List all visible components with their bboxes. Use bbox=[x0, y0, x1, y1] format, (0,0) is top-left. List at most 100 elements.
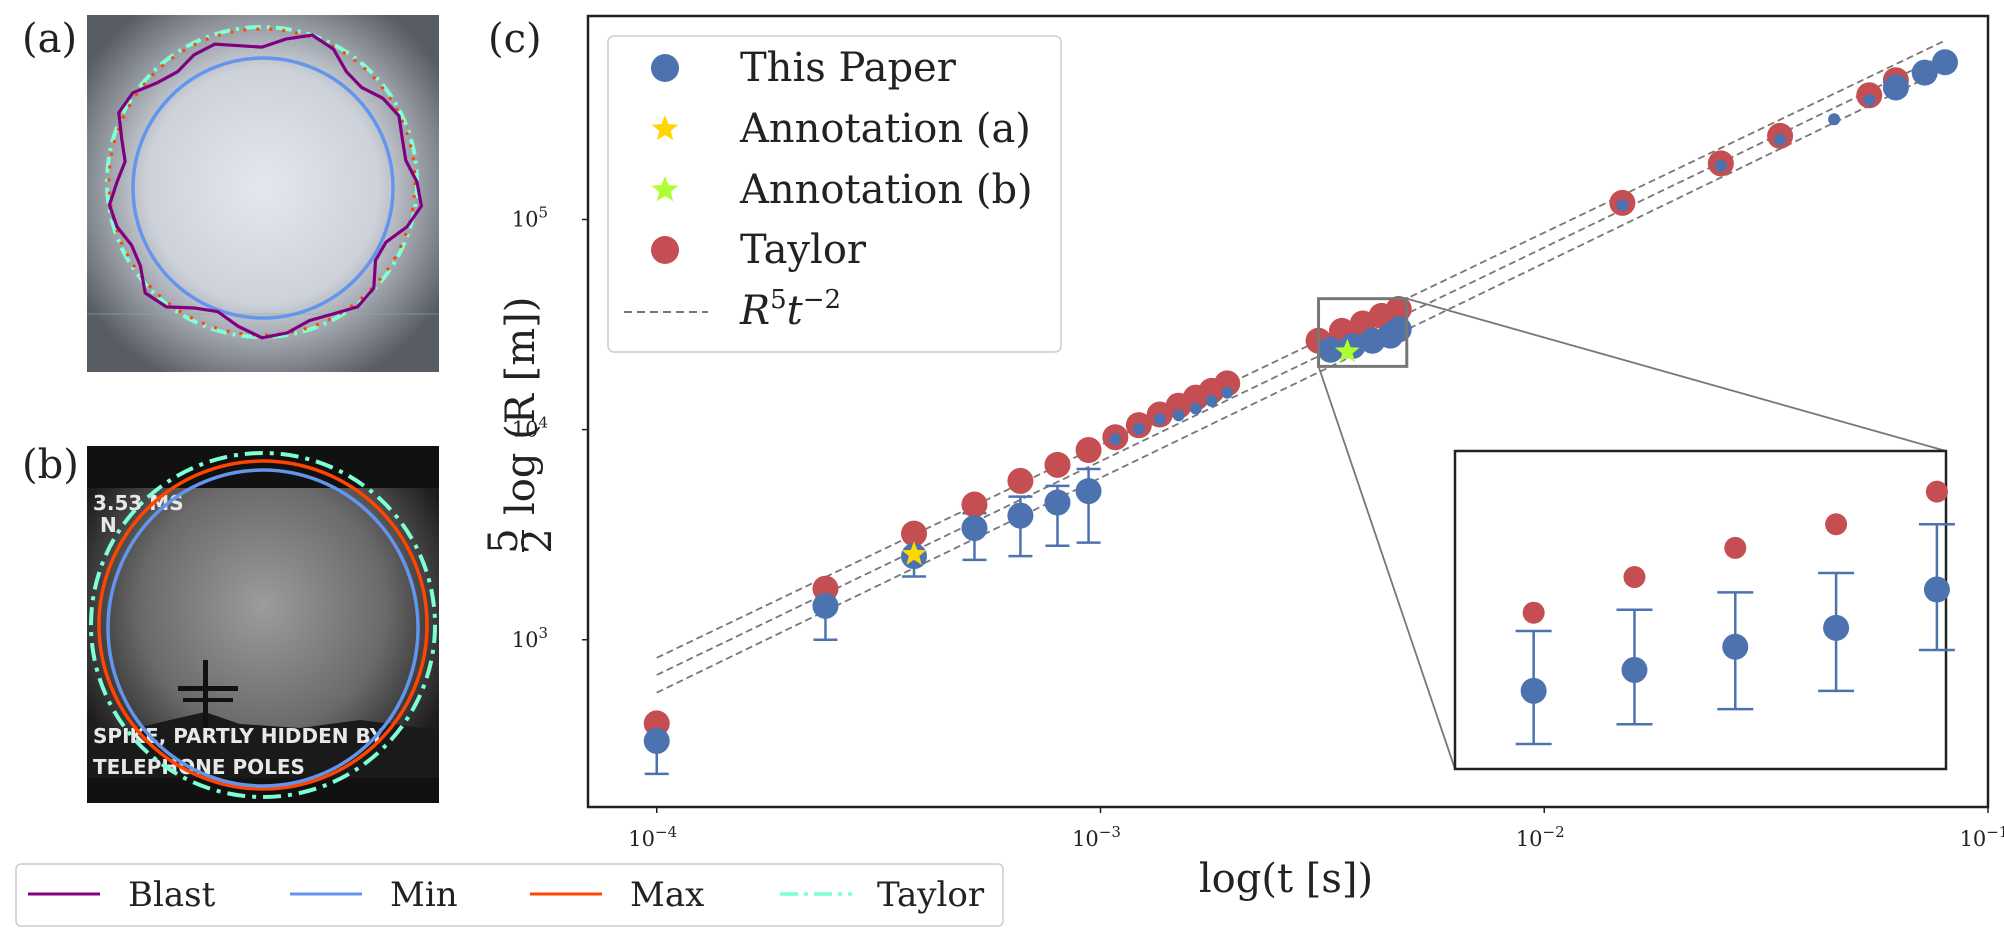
legend-blast-label: Blast bbox=[128, 875, 216, 915]
this-paper-point bbox=[961, 515, 988, 542]
legend-taylor-label: Taylor bbox=[877, 875, 985, 915]
taylor-point bbox=[1385, 296, 1412, 323]
bottom-legend-frame bbox=[15, 863, 1004, 927]
x-tick-label: 10−3 bbox=[1072, 823, 1121, 851]
this-paper-point bbox=[1172, 409, 1185, 422]
annotation-a-star bbox=[901, 541, 927, 565]
this-paper-point bbox=[1132, 422, 1145, 435]
fit-line bbox=[656, 39, 1946, 659]
y-tick-exp: 4 bbox=[538, 414, 548, 432]
max-circle-a bbox=[107, 27, 417, 337]
x-tick-exp: −4 bbox=[655, 823, 677, 841]
fit-line bbox=[656, 68, 1946, 694]
y-axis-title: 5 2 log (R [m]) bbox=[481, 297, 561, 554]
this-paper-point bbox=[1714, 159, 1727, 172]
zoom-indicator bbox=[1317, 297, 1947, 770]
chart-legend-frame bbox=[607, 35, 1062, 353]
annotation-stars bbox=[901, 338, 1360, 565]
inset-taylor-point bbox=[1623, 566, 1646, 589]
this-paper-point bbox=[1828, 113, 1841, 126]
taylor-point bbox=[901, 520, 928, 547]
y-axis-frac-den: 2 bbox=[515, 528, 561, 553]
y-tick-label: 103 bbox=[512, 624, 548, 652]
legend-fit-label-r: R bbox=[739, 288, 770, 334]
y-tick-exp: 5 bbox=[538, 204, 548, 222]
y-axis-frac-num: 5 bbox=[481, 528, 527, 553]
annotation-b-star bbox=[1335, 338, 1360, 363]
inset-taylor-point bbox=[1825, 513, 1848, 536]
inset-this-paper-point bbox=[1520, 677, 1547, 704]
this-paper-point bbox=[1931, 49, 1958, 76]
this-paper-point bbox=[1385, 316, 1412, 343]
bottom-legend: Blast Min Max Taylor bbox=[15, 863, 1004, 927]
taylor-point bbox=[961, 491, 988, 518]
legend-this-paper-label: This Paper bbox=[740, 45, 957, 91]
inset-taylor-point bbox=[1724, 536, 1747, 559]
photo-b-north-label: N bbox=[100, 513, 117, 537]
this-paper-point bbox=[1317, 336, 1344, 363]
legend-min-label: Min bbox=[390, 875, 458, 915]
taylor-circle-b bbox=[89, 451, 437, 799]
y-tick-label: 104 bbox=[512, 414, 548, 442]
inset-this-paper-point bbox=[1923, 576, 1950, 603]
x-tick-label: 10−1 bbox=[1960, 823, 2004, 851]
legend-fit-label-exp5: 5 bbox=[770, 285, 787, 315]
x-tick-label: 10−4 bbox=[628, 823, 677, 851]
legend-annotation-b-marker bbox=[651, 176, 679, 202]
legend-this-paper-marker bbox=[651, 54, 679, 82]
this-paper-point bbox=[1863, 94, 1876, 107]
this-paper-point bbox=[1109, 433, 1122, 446]
y-tick-base: 10 bbox=[512, 628, 539, 652]
x-tick-label: 10−2 bbox=[1516, 823, 1565, 851]
x-tick-base: 10 bbox=[1072, 827, 1099, 851]
legend-fit-label-exp2: −2 bbox=[803, 285, 841, 315]
chart-legend: This Paper Annotation (a) Annotation (b)… bbox=[607, 35, 1062, 353]
legend-taylor-label-c: Taylor bbox=[740, 227, 867, 273]
x-tick-exp: −3 bbox=[1099, 823, 1121, 841]
this-paper-point bbox=[1221, 386, 1234, 399]
x-tick-exp: −2 bbox=[1543, 823, 1565, 841]
inset-taylor-point bbox=[1925, 480, 1948, 503]
taylor-point bbox=[1214, 370, 1241, 397]
x-axis-title: log(t [s]) bbox=[1199, 856, 1373, 902]
zoom-connector bbox=[1406, 297, 1947, 452]
legend-taylor-marker bbox=[651, 236, 679, 264]
this-paper-point bbox=[643, 727, 670, 754]
this-paper-point bbox=[1075, 478, 1102, 505]
min-circle-b bbox=[106, 468, 420, 788]
this-paper-point bbox=[1616, 199, 1629, 212]
this-paper-point bbox=[1774, 133, 1787, 146]
inset-this-paper-point bbox=[1823, 614, 1850, 641]
zoom-rectangle bbox=[1317, 297, 1409, 368]
inset-this-paper-point bbox=[1621, 656, 1648, 683]
taylor-point bbox=[1075, 436, 1102, 463]
y-tick-exp: 3 bbox=[538, 624, 548, 642]
inset-this-paper-point bbox=[1722, 633, 1749, 660]
taylor-point bbox=[1007, 467, 1034, 494]
legend-annotation-a-marker bbox=[651, 115, 679, 141]
zoom-inset bbox=[1453, 449, 1955, 771]
panel-c-label: (c) bbox=[488, 16, 542, 62]
x-ticks: 10−4 10−3 10−2 10−1 bbox=[628, 807, 2004, 851]
this-paper-point bbox=[1044, 489, 1071, 516]
x-tick-exp: −1 bbox=[1986, 823, 2004, 841]
x-tick-base: 10 bbox=[1960, 827, 1987, 851]
photo-a-background bbox=[87, 15, 439, 372]
this-paper-point bbox=[1882, 74, 1909, 101]
inset-marks bbox=[1515, 480, 1955, 746]
y-tick-label: 105 bbox=[512, 204, 548, 232]
max-circle-b bbox=[97, 459, 429, 791]
legend-annotation-b-label: Annotation (b) bbox=[739, 167, 1033, 213]
this-paper-point bbox=[1007, 502, 1034, 529]
this-paper-point bbox=[1911, 59, 1938, 86]
this-paper-point bbox=[1205, 394, 1218, 407]
zoom-connector bbox=[1317, 366, 1456, 770]
x-tick-base: 10 bbox=[628, 827, 655, 851]
inset-taylor-point bbox=[1522, 601, 1545, 624]
taylor-point bbox=[1044, 451, 1071, 478]
blast-contour-a bbox=[107, 33, 424, 340]
y-tick-base: 10 bbox=[512, 418, 539, 442]
